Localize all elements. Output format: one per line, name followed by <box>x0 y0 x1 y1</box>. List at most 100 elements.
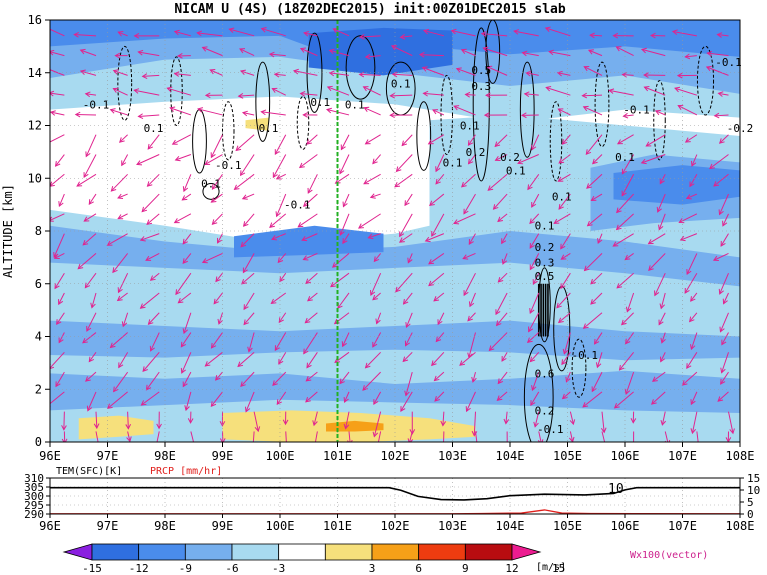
vector-shaft <box>337 292 350 309</box>
vector-shaft <box>601 431 606 442</box>
vector-head <box>705 65 712 72</box>
vector-shaft <box>661 332 666 343</box>
wind-vector-248 <box>389 92 413 99</box>
vector-head <box>201 258 208 264</box>
vector-head <box>147 319 154 325</box>
vector-head <box>330 281 336 288</box>
vector-shaft <box>428 134 445 145</box>
vector-shaft <box>560 233 571 250</box>
vector-head <box>369 289 376 296</box>
wind-vector-420 <box>696 431 699 442</box>
panel-left-label-3: 305 <box>24 481 44 494</box>
vector-head <box>713 112 720 119</box>
vector-head <box>340 144 346 151</box>
vector-shaft <box>428 272 445 287</box>
vector-shaft <box>110 109 128 116</box>
vector-shaft <box>50 111 65 116</box>
wind-vector-236 <box>404 332 413 347</box>
vector-head <box>556 70 563 77</box>
vector-shaft <box>376 312 382 324</box>
vector-shaft <box>691 411 698 434</box>
vector-head <box>404 340 410 347</box>
wind-vector-246 <box>401 134 413 147</box>
vector-head <box>690 160 697 167</box>
vector-head <box>553 218 560 224</box>
wind-vector-71 <box>149 272 160 281</box>
vector-head <box>233 184 240 190</box>
vector-head <box>718 288 724 295</box>
vector-head <box>589 32 595 39</box>
vector-shaft <box>261 28 286 37</box>
vector-shaft <box>407 253 413 263</box>
vector-head <box>503 418 510 425</box>
wind-vector-285 <box>463 193 476 215</box>
vector-shaft <box>720 233 729 247</box>
vector-shaft <box>529 351 540 362</box>
vector-head <box>174 155 181 162</box>
vector-head <box>58 337 64 344</box>
vector-shaft <box>313 411 318 426</box>
vector-shaft <box>63 411 65 430</box>
vector-shaft <box>271 233 286 240</box>
vector-head <box>650 32 656 39</box>
vector-head <box>530 400 536 407</box>
wind-vector-218 <box>369 272 382 296</box>
vector-head <box>96 444 101 449</box>
wind-vector-447 <box>719 312 729 333</box>
vector-shaft <box>180 332 192 348</box>
vector-shaft <box>644 86 666 96</box>
wind-vector-229 <box>364 53 381 60</box>
vector-head <box>586 183 592 189</box>
vector-head <box>305 278 311 285</box>
vector-shaft <box>218 312 223 325</box>
wind-vector-327 <box>531 193 540 208</box>
wind-vector-188 <box>303 30 318 37</box>
vector-head <box>651 376 658 382</box>
contour-label-18: 0.2 <box>535 241 555 254</box>
vector-shaft <box>720 371 729 385</box>
vector-head <box>401 140 408 147</box>
vector-head <box>325 107 332 114</box>
wind-vector-395 <box>608 88 634 96</box>
vector-shaft <box>646 134 666 147</box>
vector-shaft <box>210 134 223 158</box>
vector-shaft <box>461 173 476 188</box>
vector-head <box>615 224 622 231</box>
vector-head <box>441 443 446 447</box>
vector-shaft <box>591 193 603 201</box>
vector-shaft <box>82 233 97 246</box>
wind-vector-30 <box>77 253 97 270</box>
vector-shaft <box>117 213 128 220</box>
wind-vector-265 <box>435 173 445 185</box>
wind-vector-187 <box>299 47 318 57</box>
vector-shaft <box>558 193 571 210</box>
vector-shaft <box>80 70 97 76</box>
vector-head <box>88 199 94 206</box>
vector-head <box>239 69 246 75</box>
vector-shaft <box>648 233 666 245</box>
wind-vector-31 <box>82 233 97 246</box>
panel-left-label-2: 300 <box>24 490 44 503</box>
wind-vector-227 <box>362 86 381 96</box>
contour-10 <box>440 74 453 156</box>
vector-head <box>145 384 152 391</box>
vector-head <box>204 92 211 99</box>
vector-shaft <box>591 371 603 392</box>
vector-head <box>215 375 221 381</box>
vector-shaft <box>721 332 729 345</box>
vector-shaft <box>483 47 508 57</box>
vector-head <box>149 345 155 352</box>
contour-label-10: 0.2 <box>466 146 486 159</box>
vector-shaft <box>234 173 255 190</box>
vector-head <box>582 105 589 112</box>
vector-head <box>658 319 664 326</box>
wind-vector-264 <box>429 193 445 207</box>
vector-head <box>85 151 91 158</box>
wind-vector-60 <box>112 69 128 76</box>
vector-shaft <box>435 332 445 342</box>
vector-head <box>147 143 153 150</box>
vector-shaft <box>300 48 318 57</box>
wind-vector-435 <box>684 134 698 143</box>
vector-head <box>270 298 277 305</box>
vector-shaft <box>473 411 476 436</box>
